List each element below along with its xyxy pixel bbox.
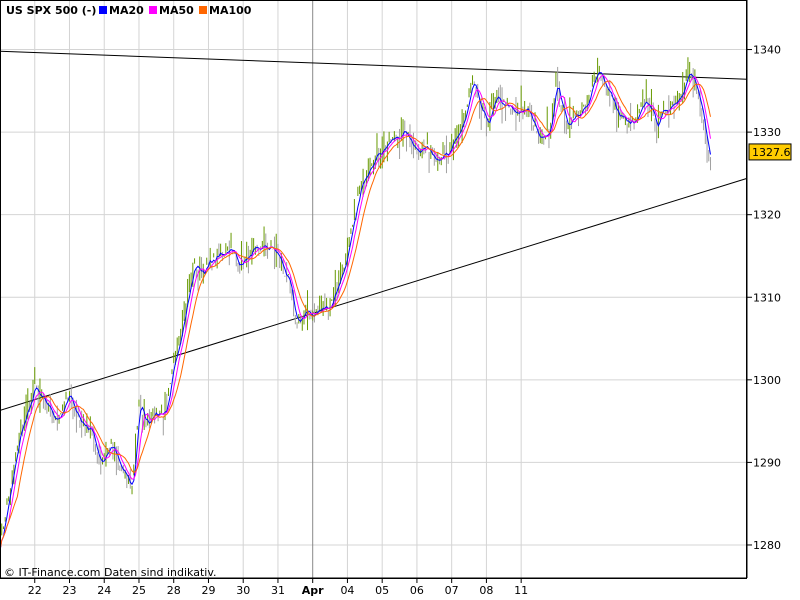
y-tick-label: 1340 [753,44,781,57]
trendline [0,177,748,411]
labels: 1280 1290 1300 1310 1320 1330 1340 22 23 24 25 28 29… [4,44,792,597]
last-value-marker [748,143,792,161]
plot-border [0,0,747,579]
y-tick-label: 1330 [753,126,781,139]
x-tick-label: 07 [445,584,459,597]
trendline [0,50,748,80]
x-tick-label: 30 [236,584,250,597]
x-tick-label: 05 [375,584,389,597]
x-tick-label: 06 [410,584,424,597]
legend-swatch [149,6,157,14]
x-tick-label: 04 [340,584,354,597]
last-value-label: 1327.6 [752,146,791,159]
y-tick-label: 1320 [753,209,781,222]
legend: US SPX 500 (-) MA20 MA50 MA100 [6,4,252,17]
ma-line-ma50 [0,74,711,551]
x-tick-label: 28 [167,584,181,597]
y-tick-label: 1290 [753,456,781,469]
legend-label: MA50 [159,4,194,17]
x-tick-label: Apr [302,584,324,597]
grid [0,0,747,578]
ma-line-ma20 [0,72,711,551]
trendlines [0,50,748,411]
x-tick-label: 11 [514,584,528,597]
ma-line-ma100 [0,80,711,551]
x-tick-label: 31 [271,584,285,597]
x-tick-label: 25 [132,584,146,597]
legend-label: MA100 [209,4,252,17]
chart-title: US SPX 500 (-) [6,4,96,17]
moving-averages [0,72,711,551]
x-tick-label: 29 [201,584,215,597]
axes [0,0,752,583]
x-tick-label: 22 [28,584,42,597]
copyright-text: © IT-Finance.com Daten sind indikativ. [4,566,217,579]
x-tick-label: 08 [479,584,493,597]
legend-swatch [199,6,207,14]
y-tick-label: 1280 [753,539,781,552]
legend-label: MA20 [109,4,144,17]
y-tick-label: 1310 [753,291,781,304]
x-tick-label: 24 [97,584,111,597]
x-tick-label: 23 [62,584,76,597]
y-tick-label: 1300 [753,374,781,387]
legend-swatch [99,6,107,14]
